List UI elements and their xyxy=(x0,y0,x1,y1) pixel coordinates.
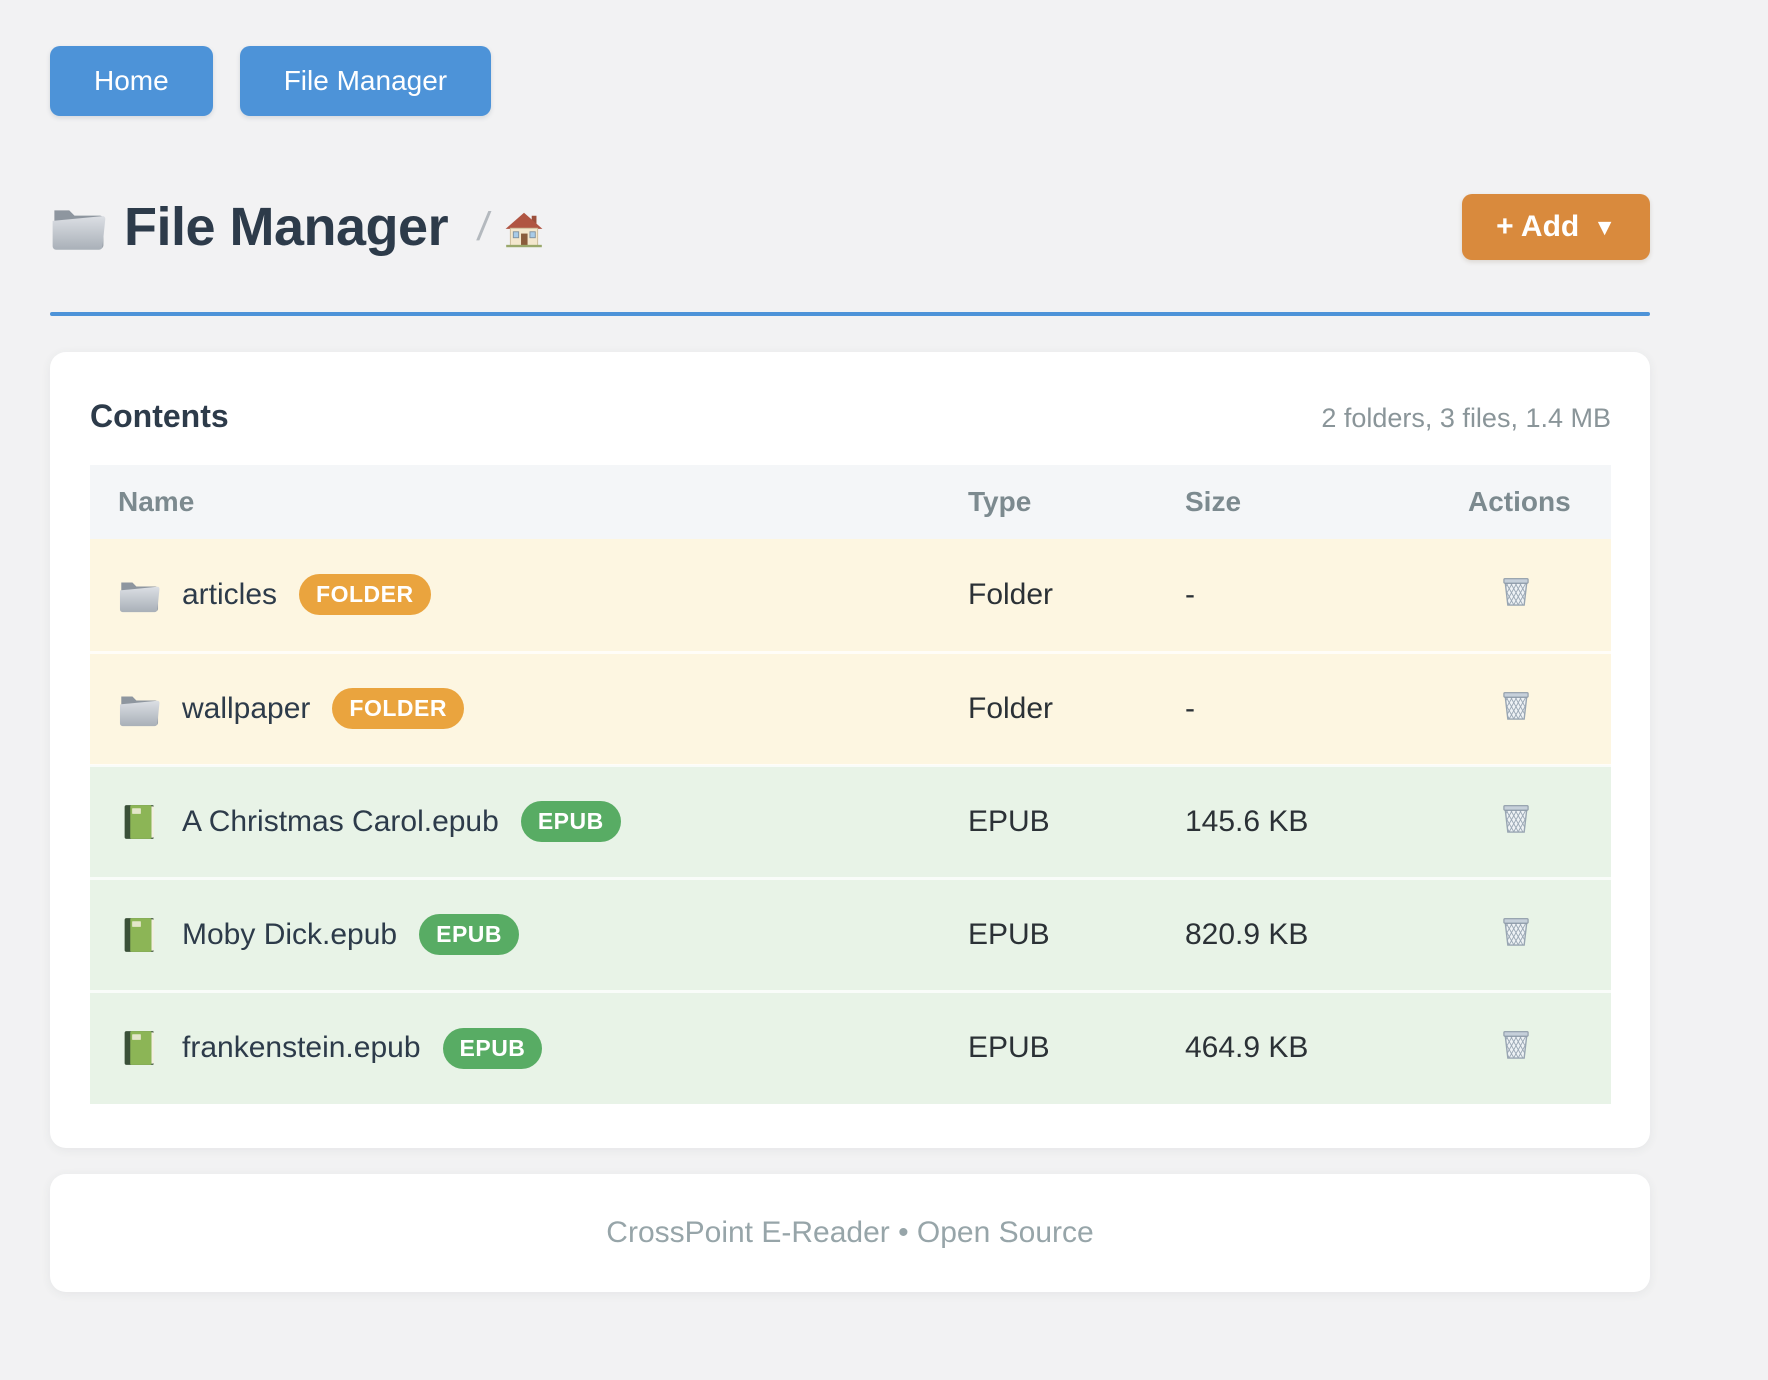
table-row[interactable]: Moby Dick.epub EPUB EPUB 820.9 KB xyxy=(90,878,1611,991)
delete-button[interactable] xyxy=(1498,1025,1534,1063)
file-type-badge: FOLDER xyxy=(299,574,431,616)
file-name: Moby Dick.epub xyxy=(182,917,398,951)
column-header-size: Size xyxy=(1157,465,1440,539)
page-title: File Manager xyxy=(124,197,449,257)
folder-icon xyxy=(119,582,160,612)
file-size: 464.9 KB xyxy=(1185,1031,1309,1065)
file-type-badge: FOLDER xyxy=(332,688,464,729)
trash-icon xyxy=(1503,917,1529,946)
contents-card-header: Contents 2 folders, 3 files, 1.4 MB xyxy=(90,398,1611,435)
file-name: articles xyxy=(182,577,278,611)
page-header: File Manager / + Add ▼ xyxy=(50,194,1650,260)
table-header-row: Name Type Size Actions xyxy=(90,465,1611,539)
footer-card: CrossPoint E-Reader • Open Source xyxy=(50,1174,1650,1292)
nav-button-file-manager[interactable]: File Manager xyxy=(239,46,492,116)
trash-icon xyxy=(1503,804,1529,833)
file-size: 145.6 KB xyxy=(1185,804,1309,838)
delete-button[interactable] xyxy=(1498,799,1534,837)
green-book-icon xyxy=(124,917,154,952)
file-name: wallpaper xyxy=(182,691,311,725)
add-button[interactable]: + Add ▼ xyxy=(1462,194,1650,260)
file-type: Folder xyxy=(968,577,1054,611)
file-type-badge: EPUB xyxy=(520,801,621,842)
delete-button[interactable] xyxy=(1498,686,1534,724)
file-size: 820.9 KB xyxy=(1185,917,1309,951)
trash-icon xyxy=(1503,1031,1529,1060)
file-name: frankenstein.epub xyxy=(182,1031,421,1065)
trash-icon xyxy=(1503,691,1529,720)
green-book-icon xyxy=(124,804,154,839)
table-row[interactable]: articles FOLDER Folder - xyxy=(90,539,1611,652)
file-type: EPUB xyxy=(968,1031,1050,1065)
column-header-actions: Actions xyxy=(1440,465,1611,539)
breadcrumb-separator: / xyxy=(475,204,493,249)
delete-button[interactable] xyxy=(1498,912,1534,950)
house-icon[interactable] xyxy=(505,211,543,249)
table-row[interactable]: frankenstein.epub EPUB EPUB 464.9 KB xyxy=(90,991,1611,1104)
file-type-badge: EPUB xyxy=(442,1027,543,1069)
folder-icon xyxy=(119,696,160,726)
contents-summary: 2 folders, 3 files, 1.4 MB xyxy=(1321,403,1611,433)
chevron-down-icon: ▼ xyxy=(1593,213,1616,240)
nav-bar: Home File Manager xyxy=(50,46,1650,116)
column-header-name: Name xyxy=(90,465,940,539)
table-row[interactable]: A Christmas Carol.epub EPUB EPUB 145.6 K… xyxy=(90,765,1611,878)
nav-button-home[interactable]: Home xyxy=(50,46,213,116)
file-size: - xyxy=(1185,577,1195,611)
delete-button[interactable] xyxy=(1498,572,1534,610)
files-table: Name Type Size Actions ar xyxy=(90,465,1611,1104)
trash-icon xyxy=(1503,577,1529,606)
column-header-type: Type xyxy=(940,465,1157,539)
add-button-label: + Add xyxy=(1496,210,1580,243)
footer-text: CrossPoint E-Reader • Open Source xyxy=(606,1216,1094,1249)
file-type-badge: EPUB xyxy=(419,914,520,955)
file-name: A Christmas Carol.epub xyxy=(182,804,499,838)
page-container: Home File Manager File Manager / + Add ▼ xyxy=(50,0,1650,1292)
table-row[interactable]: wallpaper FOLDER Folder - xyxy=(90,652,1611,765)
folder-icon xyxy=(52,210,106,250)
file-type: EPUB xyxy=(968,917,1050,951)
file-size: - xyxy=(1185,691,1195,725)
file-type: EPUB xyxy=(968,804,1050,838)
contents-card: Contents 2 folders, 3 files, 1.4 MB Name… xyxy=(50,352,1650,1148)
green-book-icon xyxy=(124,1031,154,1066)
title-group: File Manager / xyxy=(50,196,543,258)
header-divider xyxy=(50,312,1650,316)
file-type: Folder xyxy=(968,691,1054,725)
contents-heading: Contents xyxy=(90,398,229,434)
